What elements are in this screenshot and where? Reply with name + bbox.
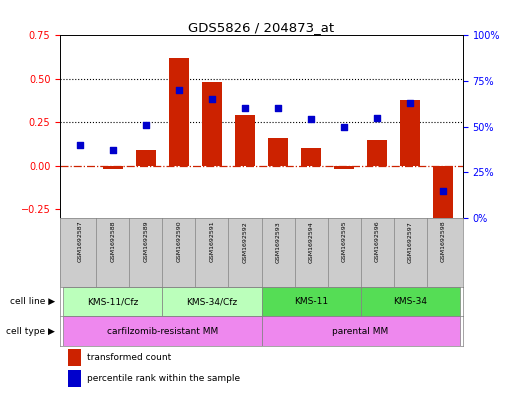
Point — [439, 187, 447, 194]
Point — [76, 142, 84, 148]
Text: KMS-34/Cfz: KMS-34/Cfz — [186, 297, 237, 306]
Point — [274, 105, 282, 112]
Bar — [433, 166, 453, 218]
Bar — [400, 100, 420, 166]
Text: GSM1692598: GSM1692598 — [440, 221, 446, 263]
Bar — [262, 316, 460, 346]
Bar — [334, 166, 354, 169]
Point — [208, 96, 216, 103]
Bar — [202, 83, 222, 166]
Text: GSM1692595: GSM1692595 — [342, 221, 347, 263]
Bar — [262, 287, 360, 316]
Point — [241, 105, 249, 112]
Bar — [367, 140, 387, 166]
Point — [406, 100, 414, 106]
Text: GSM1692591: GSM1692591 — [210, 221, 214, 263]
Text: GSM1692592: GSM1692592 — [243, 221, 247, 263]
Bar — [169, 58, 189, 166]
Bar — [63, 316, 262, 346]
Text: KMS-11/Cfz: KMS-11/Cfz — [87, 297, 139, 306]
Text: GSM1692597: GSM1692597 — [407, 221, 413, 263]
Point — [340, 123, 348, 130]
Text: KMS-34: KMS-34 — [393, 297, 427, 306]
Text: cell type ▶: cell type ▶ — [6, 327, 55, 336]
Text: carfilzomib-resistant MM: carfilzomib-resistant MM — [107, 327, 218, 336]
Text: parental MM: parental MM — [333, 327, 389, 336]
Bar — [268, 138, 288, 166]
Bar — [163, 287, 262, 316]
Bar — [235, 116, 255, 166]
Text: GSM1692596: GSM1692596 — [374, 221, 380, 263]
Bar — [360, 287, 460, 316]
Bar — [136, 150, 156, 166]
Text: GSM1692594: GSM1692594 — [309, 221, 313, 263]
Bar — [103, 166, 123, 169]
Point — [307, 116, 315, 123]
Bar — [301, 149, 321, 166]
Text: percentile rank within the sample: percentile rank within the sample — [87, 374, 240, 383]
Point — [373, 114, 381, 121]
Text: transformed count: transformed count — [87, 353, 171, 362]
Point — [109, 147, 117, 154]
Title: GDS5826 / 204873_at: GDS5826 / 204873_at — [188, 21, 335, 34]
Text: GSM1692590: GSM1692590 — [176, 221, 181, 263]
Text: cell line ▶: cell line ▶ — [10, 297, 55, 306]
Text: GSM1692588: GSM1692588 — [110, 221, 116, 263]
Bar — [68, 349, 81, 366]
Text: GSM1692589: GSM1692589 — [143, 221, 149, 263]
Text: GSM1692587: GSM1692587 — [77, 221, 83, 263]
Point — [175, 87, 183, 94]
Bar — [63, 287, 163, 316]
Text: KMS-11: KMS-11 — [294, 297, 328, 306]
Bar — [68, 370, 81, 387]
Text: GSM1692593: GSM1692593 — [276, 221, 280, 263]
Point — [142, 122, 150, 128]
